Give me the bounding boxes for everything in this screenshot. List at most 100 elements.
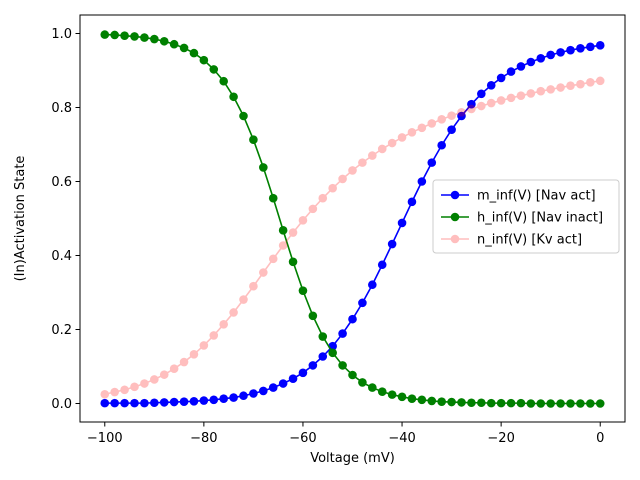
data-point xyxy=(447,125,456,134)
data-point xyxy=(338,361,347,370)
data-point xyxy=(239,111,248,121)
data-point xyxy=(338,329,347,338)
data-point xyxy=(130,382,139,392)
data-point xyxy=(566,399,575,408)
data-point xyxy=(278,241,288,250)
data-point xyxy=(120,385,129,395)
data-point xyxy=(467,398,476,408)
data-point xyxy=(209,331,219,340)
data-point xyxy=(546,399,555,408)
data-point xyxy=(328,183,337,193)
data-point xyxy=(189,349,199,359)
data-point xyxy=(368,151,377,160)
data-point xyxy=(457,111,466,121)
x-tick-label: 0 xyxy=(596,431,604,446)
data-point xyxy=(239,295,248,304)
data-point xyxy=(249,135,258,144)
data-point xyxy=(417,123,427,133)
data-point xyxy=(506,93,516,103)
data-point xyxy=(506,67,516,76)
data-point xyxy=(496,398,506,408)
data-point xyxy=(130,398,139,408)
data-point xyxy=(566,45,575,55)
data-point xyxy=(536,399,546,408)
data-point xyxy=(516,62,526,71)
data-point xyxy=(358,158,367,167)
data-point xyxy=(268,383,278,392)
data-point xyxy=(566,81,575,90)
data-point xyxy=(169,39,179,49)
data-point xyxy=(576,399,585,408)
series-1 xyxy=(100,30,605,408)
legend-item: h_inf(V) [Nav inact] xyxy=(441,211,603,226)
y-tick-label: 0.6 xyxy=(51,175,72,190)
data-point xyxy=(348,370,357,380)
x-tick-label: −40 xyxy=(388,431,415,446)
legend-marker xyxy=(450,234,460,244)
data-point xyxy=(288,228,298,237)
data-point xyxy=(407,127,417,137)
data-point xyxy=(298,286,308,295)
series-line xyxy=(104,80,601,396)
data-point xyxy=(229,92,238,102)
data-point xyxy=(595,399,605,408)
series-0 xyxy=(100,41,605,408)
data-point xyxy=(595,41,605,50)
data-point xyxy=(179,357,189,367)
data-point xyxy=(477,398,486,408)
x-tick-label: −80 xyxy=(190,431,217,446)
data-point xyxy=(110,30,119,40)
data-point xyxy=(328,348,337,358)
data-point xyxy=(516,91,526,100)
data-point xyxy=(169,364,179,374)
data-point xyxy=(546,85,555,94)
data-point xyxy=(338,174,347,184)
data-point xyxy=(140,398,149,408)
x-tick-label: −20 xyxy=(487,431,514,446)
data-point xyxy=(457,108,466,117)
data-point xyxy=(159,398,169,407)
y-tick-label: 0.2 xyxy=(51,323,72,338)
data-point xyxy=(536,53,546,63)
data-point xyxy=(486,98,496,108)
data-point xyxy=(348,314,357,324)
data-point xyxy=(586,42,595,52)
legend-swatch xyxy=(441,234,469,244)
data-point xyxy=(140,33,149,42)
data-point xyxy=(278,379,288,388)
x-tick-label: −100 xyxy=(87,431,123,446)
data-point xyxy=(477,101,486,111)
data-point xyxy=(298,216,308,225)
data-point xyxy=(318,352,328,361)
data-point xyxy=(199,396,209,405)
legend-swatch xyxy=(441,190,469,200)
data-point xyxy=(209,395,219,405)
data-point xyxy=(229,308,238,317)
data-point xyxy=(268,193,278,203)
data-point xyxy=(308,361,318,370)
series-2 xyxy=(100,76,605,399)
legend-swatch xyxy=(441,212,469,222)
data-point xyxy=(437,140,446,150)
y-tick-label: 0.4 xyxy=(51,249,72,264)
data-point xyxy=(209,65,219,74)
y-tick-label: 0.0 xyxy=(51,397,72,412)
data-point xyxy=(219,320,228,329)
data-point xyxy=(387,239,397,249)
legend-label: m_inf(V) [Nav act] xyxy=(477,189,596,204)
data-point xyxy=(556,399,565,408)
y-tick-label: 1.0 xyxy=(51,27,72,42)
data-point xyxy=(150,34,159,44)
data-point xyxy=(358,378,367,387)
data-point xyxy=(229,393,238,402)
data-point xyxy=(239,391,248,401)
legend-label: h_inf(V) [Nav inact] xyxy=(477,211,603,226)
data-point xyxy=(110,398,119,408)
data-point xyxy=(407,197,417,207)
data-point xyxy=(377,144,387,154)
data-point xyxy=(288,374,298,384)
data-point xyxy=(268,254,278,264)
data-point xyxy=(506,398,516,408)
data-point xyxy=(150,375,159,384)
